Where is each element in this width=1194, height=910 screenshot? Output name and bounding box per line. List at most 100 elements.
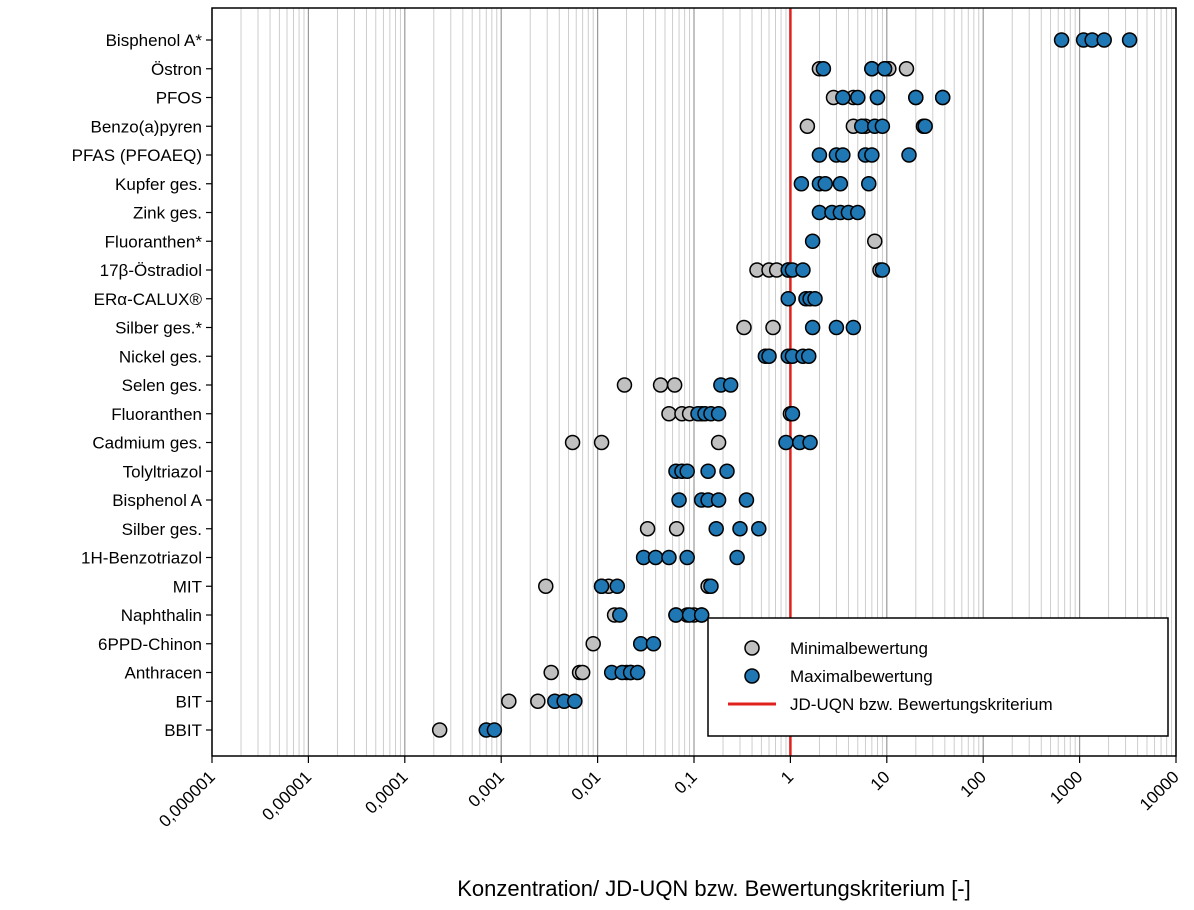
point-maximalbewertung	[815, 61, 832, 77]
point-maximalbewertung	[845, 319, 862, 336]
x-tick-label: 1000	[1046, 767, 1086, 807]
point-maximalbewertung	[703, 578, 719, 594]
category-label: Kupfer ges.	[115, 175, 202, 194]
point-maximalbewertung	[835, 89, 851, 106]
category-label: Nickel ges.	[119, 347, 202, 366]
point-maximalbewertung	[802, 434, 818, 451]
point-minimalbewertung	[564, 434, 581, 451]
category-label: Anthracen	[125, 664, 203, 683]
point-maximalbewertung	[817, 176, 834, 192]
point-maximalbewertung	[671, 492, 687, 508]
category-label: Cadmium ges.	[92, 434, 202, 453]
point-minimalbewertung	[710, 434, 727, 451]
category-label: Selen ges.	[122, 376, 202, 395]
legend-marker-maximalbewertung	[744, 668, 760, 684]
category-label: Östron	[151, 60, 202, 79]
point-minimalbewertung	[538, 578, 554, 594]
x-tick-label: 0,000001	[155, 767, 219, 831]
point-maximalbewertung	[761, 348, 777, 364]
point-maximalbewertung	[708, 521, 724, 537]
point-minimalbewertung	[898, 61, 915, 77]
category-label: Silber ges.*	[115, 319, 202, 338]
point-maximalbewertung	[800, 348, 817, 364]
point-maximalbewertung	[874, 118, 891, 134]
point-maximalbewertung	[710, 492, 727, 508]
point-maximalbewertung	[874, 262, 891, 278]
category-label: 6PPD-Chinon	[98, 635, 202, 654]
point-maximalbewertung	[719, 463, 735, 479]
point-minimalbewertung	[585, 636, 601, 652]
category-label: Fluoranthen	[111, 405, 202, 424]
point-maximalbewertung	[722, 377, 739, 393]
x-tick-label: 10	[867, 767, 894, 794]
point-maximalbewertung	[850, 89, 866, 106]
point-minimalbewertung	[501, 693, 517, 709]
point-maximalbewertung	[793, 176, 810, 192]
category-label: Bisphenol A*	[106, 31, 203, 50]
point-maximalbewertung	[1096, 32, 1112, 48]
legend-label-reference-line: JD-UQN bzw. Bewertungskriterium	[790, 695, 1053, 714]
point-maximalbewertung	[1053, 32, 1070, 48]
legend: Minimalbewertung Maximalbewertung JD-UQN…	[707, 617, 1169, 737]
category-label: Benzo(a)pyren	[90, 117, 202, 136]
x-tick-label: 10000	[1136, 767, 1183, 814]
legend-box	[707, 617, 1169, 737]
point-maximalbewertung	[486, 722, 503, 738]
point-minimalbewertung	[616, 377, 633, 393]
x-tick-label: 0,0001	[361, 767, 411, 817]
point-maximalbewertung	[647, 549, 664, 566]
point-maximalbewertung	[710, 406, 727, 422]
category-label: 1H-Benzotriazol	[81, 549, 202, 568]
x-tick-label: 0,00001	[258, 767, 315, 824]
point-maximalbewertung	[679, 463, 695, 479]
point-maximalbewertung	[854, 118, 870, 134]
category-label: BBIT	[164, 721, 202, 740]
point-maximalbewertung	[804, 233, 821, 249]
x-tick-label: 1	[777, 767, 797, 787]
legend-label-maximalbewertung: Maximalbewertung	[790, 667, 933, 686]
point-maximalbewertung	[645, 636, 662, 652]
point-minimalbewertung	[661, 406, 677, 422]
point-minimalbewertung	[666, 377, 683, 393]
category-label: Bisphenol A	[112, 491, 202, 510]
category-label: 17β-Östradiol	[100, 261, 202, 280]
category-label: ERα-CALUX®	[94, 290, 203, 309]
point-maximalbewertung	[700, 463, 716, 479]
points-layer	[431, 32, 1138, 738]
point-maximalbewertung	[661, 549, 677, 566]
point-maximalbewertung	[612, 607, 628, 623]
category-label: Zink ges.	[133, 204, 202, 223]
point-maximalbewertung	[804, 319, 821, 336]
x-tick-label: 100	[957, 767, 990, 800]
point-minimalbewertung	[867, 233, 883, 249]
x-axis-title: Konzentration/ JD-UQN bzw. Bewertungskri…	[457, 876, 971, 901]
point-minimalbewertung	[668, 521, 685, 537]
category-label: BIT	[176, 692, 202, 711]
point-maximalbewertung	[1121, 32, 1138, 48]
point-maximalbewertung	[784, 406, 801, 422]
point-minimalbewertung	[431, 722, 448, 738]
point-maximalbewertung	[751, 521, 767, 537]
point-maximalbewertung	[738, 492, 755, 508]
category-label: Silber ges.	[122, 520, 202, 539]
point-maximalbewertung	[780, 291, 797, 307]
x-tick-label: 0,1	[671, 767, 701, 797]
category-label: Tolyltriazol	[123, 462, 202, 481]
point-minimalbewertung	[593, 434, 610, 451]
point-minimalbewertung	[799, 118, 816, 134]
point-maximalbewertung	[811, 147, 828, 163]
point-maximalbewertung	[850, 204, 866, 221]
x-tick-label: 0,01	[568, 767, 605, 804]
legend-marker-minimalbewertung	[744, 640, 760, 656]
category-label: MIT	[173, 577, 202, 596]
point-maximalbewertung	[869, 89, 886, 106]
point-maximalbewertung	[567, 693, 583, 709]
category-label: PFAS (PFOAEQ)	[72, 146, 202, 165]
legend-label-minimalbewertung: Minimalbewertung	[790, 639, 928, 658]
point-minimalbewertung	[736, 319, 752, 336]
point-maximalbewertung	[876, 61, 893, 77]
category-labels: Bisphenol A* Östron PFOS Benzo(a)pyren PFAS …	[72, 31, 212, 740]
point-maximalbewertung	[908, 89, 924, 106]
point-maximalbewertung	[668, 607, 684, 623]
